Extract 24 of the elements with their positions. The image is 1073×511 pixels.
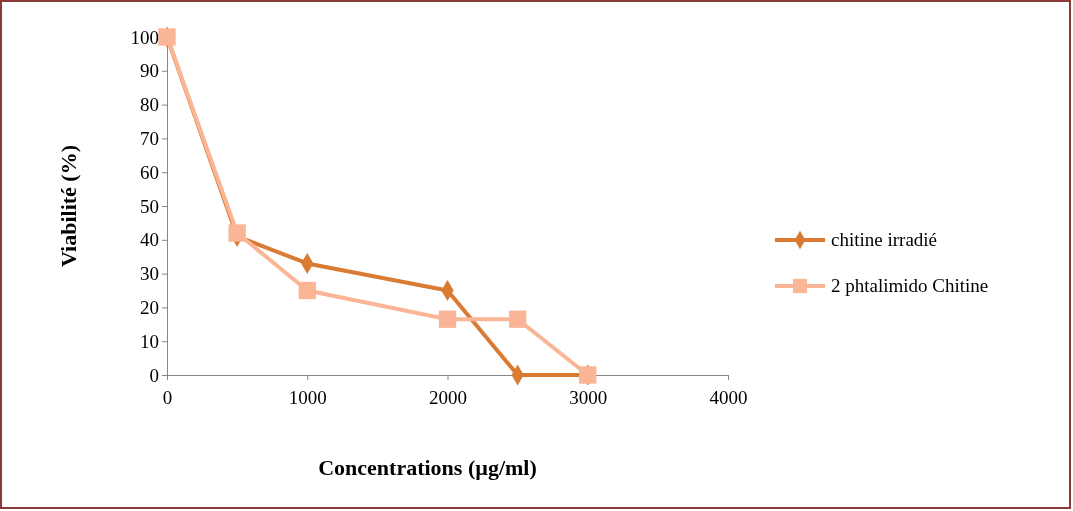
y-tick-label: 60 <box>140 161 159 183</box>
y-tick-label: 50 <box>140 195 159 217</box>
x-tick-label: 3000 <box>569 386 608 408</box>
y-tick-label: 30 <box>140 263 159 285</box>
x-tick-label: 2000 <box>429 386 467 408</box>
y-tick-label: 90 <box>140 60 159 82</box>
x-axis-title: Concentrations (µg/ml) <box>318 455 537 480</box>
point <box>228 224 246 242</box>
legend-label: 2 phtalimido Chitine <box>831 275 989 296</box>
x-tick-label: 0 <box>162 386 173 408</box>
y-axis-title: Viabilité (%) <box>56 145 81 267</box>
x-tick-label: 4000 <box>709 386 748 408</box>
point <box>298 281 316 300</box>
y-tick-label: 0 <box>149 364 159 386</box>
y-tick-label: 70 <box>140 127 159 149</box>
y-tick-label: 80 <box>140 94 159 116</box>
legend-label: chitine irradié <box>831 229 938 250</box>
y-tick-label: 10 <box>140 330 159 352</box>
point <box>508 310 527 328</box>
point <box>438 310 457 328</box>
x-tick-label: 1000 <box>288 386 327 408</box>
y-tick-label: 40 <box>140 229 159 251</box>
y-tick-label: 20 <box>140 296 159 318</box>
y-tick-label: 100 <box>130 26 159 48</box>
